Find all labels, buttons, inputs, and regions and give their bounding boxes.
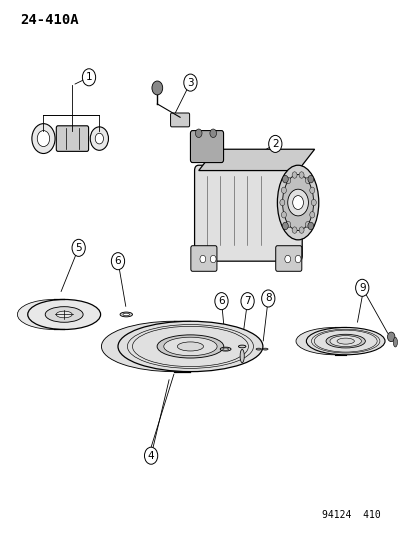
Text: 8: 8 <box>264 294 271 303</box>
Ellipse shape <box>220 347 230 351</box>
FancyBboxPatch shape <box>190 131 223 163</box>
Ellipse shape <box>118 321 262 372</box>
Circle shape <box>268 135 281 152</box>
Circle shape <box>311 199 316 206</box>
Circle shape <box>261 290 274 307</box>
Circle shape <box>195 129 202 138</box>
Text: 2: 2 <box>271 139 278 149</box>
Ellipse shape <box>222 348 228 350</box>
Ellipse shape <box>56 311 72 318</box>
Polygon shape <box>198 149 314 171</box>
Circle shape <box>279 199 284 206</box>
Ellipse shape <box>238 345 245 348</box>
Circle shape <box>282 222 287 230</box>
Circle shape <box>111 253 124 270</box>
Circle shape <box>210 255 216 263</box>
Text: 3: 3 <box>187 78 193 87</box>
Ellipse shape <box>123 313 129 316</box>
Ellipse shape <box>295 327 374 355</box>
Circle shape <box>214 293 228 310</box>
Circle shape <box>292 172 297 178</box>
Text: 5: 5 <box>75 243 82 253</box>
Text: 6: 6 <box>218 296 224 306</box>
Ellipse shape <box>313 330 376 352</box>
Ellipse shape <box>329 336 361 346</box>
Ellipse shape <box>17 300 90 329</box>
Ellipse shape <box>311 329 379 353</box>
Circle shape <box>240 293 254 310</box>
Circle shape <box>281 212 286 218</box>
Circle shape <box>95 133 103 144</box>
Ellipse shape <box>306 327 384 355</box>
Circle shape <box>305 221 310 228</box>
Ellipse shape <box>336 338 354 344</box>
Ellipse shape <box>177 342 203 351</box>
Circle shape <box>284 255 290 263</box>
Ellipse shape <box>28 300 100 329</box>
Ellipse shape <box>127 325 253 368</box>
Circle shape <box>282 175 287 183</box>
Ellipse shape <box>240 350 244 362</box>
Text: 7: 7 <box>244 296 250 306</box>
Ellipse shape <box>45 306 83 322</box>
FancyBboxPatch shape <box>56 126 88 151</box>
Ellipse shape <box>255 348 261 350</box>
Text: 6: 6 <box>114 256 121 266</box>
Circle shape <box>37 131 50 147</box>
Circle shape <box>287 189 308 216</box>
Ellipse shape <box>120 312 132 317</box>
Ellipse shape <box>325 334 365 348</box>
Circle shape <box>294 255 300 263</box>
Circle shape <box>298 172 303 178</box>
Text: 4: 4 <box>147 451 154 461</box>
Circle shape <box>144 447 157 464</box>
Ellipse shape <box>282 175 313 231</box>
Ellipse shape <box>157 335 223 358</box>
Circle shape <box>307 175 313 183</box>
Ellipse shape <box>392 337 396 347</box>
Circle shape <box>183 74 197 91</box>
FancyBboxPatch shape <box>194 165 301 261</box>
Ellipse shape <box>262 348 268 350</box>
Circle shape <box>292 227 297 233</box>
Circle shape <box>298 227 303 233</box>
Ellipse shape <box>277 165 318 240</box>
Ellipse shape <box>101 321 246 372</box>
Text: 94124  410: 94124 410 <box>321 510 380 520</box>
Circle shape <box>309 212 314 218</box>
Circle shape <box>199 255 205 263</box>
Circle shape <box>152 81 162 95</box>
Text: 9: 9 <box>358 283 365 293</box>
Circle shape <box>355 279 368 296</box>
Ellipse shape <box>132 326 248 367</box>
Circle shape <box>292 196 303 209</box>
Circle shape <box>285 221 290 228</box>
FancyBboxPatch shape <box>275 246 301 271</box>
Circle shape <box>32 124 55 154</box>
FancyBboxPatch shape <box>170 113 189 127</box>
Circle shape <box>285 177 290 184</box>
Circle shape <box>307 222 313 230</box>
Ellipse shape <box>164 337 216 356</box>
Text: 1: 1 <box>85 72 92 82</box>
Circle shape <box>281 187 286 193</box>
Circle shape <box>387 332 394 342</box>
Circle shape <box>309 187 314 193</box>
Circle shape <box>90 127 108 150</box>
Circle shape <box>305 177 310 184</box>
Circle shape <box>209 129 216 138</box>
Circle shape <box>72 239 85 256</box>
FancyBboxPatch shape <box>190 246 216 271</box>
Circle shape <box>82 69 95 86</box>
Text: 24-410A: 24-410A <box>21 13 79 27</box>
